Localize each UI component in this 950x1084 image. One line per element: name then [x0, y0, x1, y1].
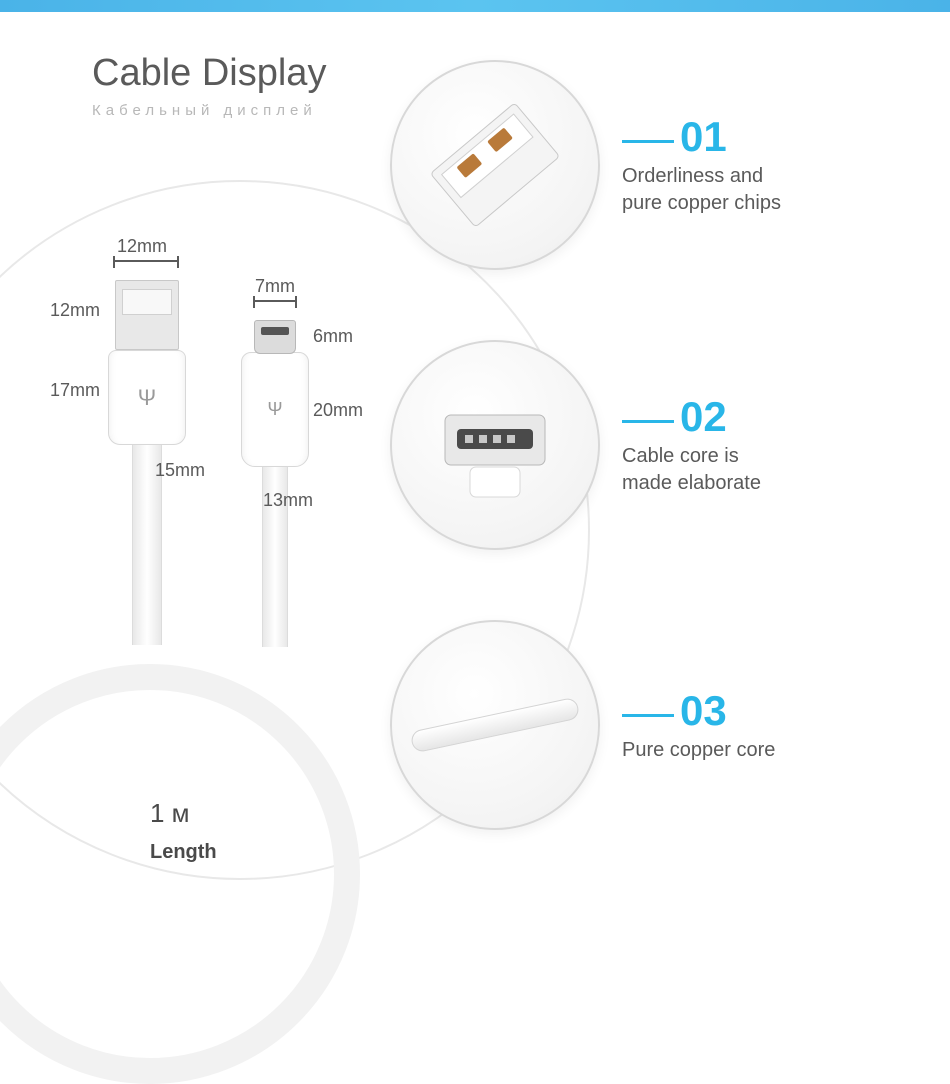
feature-underline — [622, 420, 674, 423]
measure-bar — [113, 260, 179, 262]
micro-usb-plug-icon — [415, 385, 575, 505]
feature-circle-cable — [390, 620, 600, 830]
feature-desc-line: Orderliness and — [622, 165, 763, 187]
feature-underline — [622, 714, 674, 717]
feature-desc-line: pure copper chips — [622, 192, 781, 214]
feature-desc-line: Cable core is — [622, 445, 739, 467]
measure-usb-a-metal-h: 12mm — [50, 300, 100, 321]
feature-number: 01 — [680, 113, 727, 160]
cable-segment-icon — [410, 697, 581, 754]
micro-usb-connector: Ψ — [245, 320, 305, 647]
measure-usb-a-width: 12mm — [117, 236, 167, 257]
measure-usb-a-body-h: 17mm — [50, 380, 100, 401]
measure-micro-metal-h: 6mm — [313, 326, 353, 347]
dimension-diagram: 12mm 7mm Ψ Ψ 12mm 17mm 15mm 6mm 20mm 13m… — [55, 240, 395, 660]
top-accent-bar — [0, 0, 950, 12]
measure-bar — [253, 300, 297, 302]
usb-a-plug-icon — [402, 75, 588, 256]
feature-item-02: 02 Cable core is made elaborate — [390, 340, 910, 550]
length-value: 1 м — [150, 798, 217, 829]
usb-trident-icon: Ψ — [267, 399, 282, 420]
measure-micro-width: 7mm — [255, 276, 295, 297]
page-subtitle: Кабельный дисплей — [92, 102, 317, 119]
page-title: Cable Display — [92, 52, 326, 95]
feature-desc-line: Pure copper core — [622, 739, 775, 761]
measure-micro-body-h: 20mm — [313, 400, 363, 421]
feature-circle-micro-usb — [390, 340, 600, 550]
usb-trident-icon: Ψ — [138, 385, 156, 411]
measure-usb-a-body-w: 15mm — [155, 460, 205, 481]
feature-number: 03 — [680, 687, 727, 734]
length-label: Length — [150, 841, 217, 864]
feature-item-03: 03 Pure copper core — [390, 620, 910, 830]
feature-underline — [622, 140, 674, 143]
length-block: 1 м Length — [150, 798, 217, 864]
feature-circle-usb-a — [390, 60, 600, 270]
feature-number: 02 — [680, 393, 727, 440]
feature-desc-line: made elaborate — [622, 472, 761, 494]
feature-item-01: 01 Orderliness and pure copper chips — [390, 60, 910, 270]
measure-micro-body-w: 13mm — [263, 490, 313, 511]
